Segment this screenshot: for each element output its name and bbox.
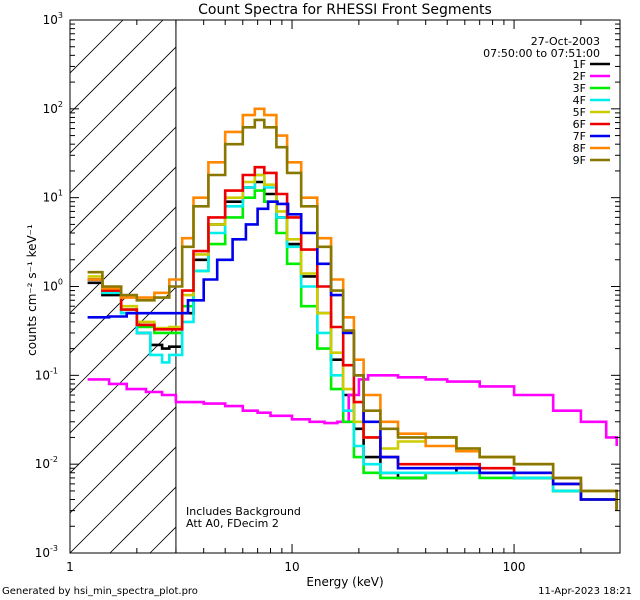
legend-label-9f: 9F bbox=[573, 154, 586, 167]
series-8f bbox=[87, 107, 618, 511]
legend-label-3f: 3F bbox=[573, 82, 586, 95]
series-1f bbox=[87, 180, 618, 511]
y-tick-base: 10 bbox=[43, 102, 58, 116]
hatch-line bbox=[350, 3, 640, 553]
hatch-line bbox=[70, 446, 176, 553]
hatch-line bbox=[70, 406, 176, 514]
y-tick-label-1e-1: 10-1 bbox=[35, 366, 58, 382]
y-tick-exponent: 2 bbox=[58, 100, 63, 109]
observation-date: 27-Oct-2003 bbox=[531, 35, 600, 48]
series-layer bbox=[87, 107, 618, 511]
x-tick-label-100: 100 bbox=[503, 560, 526, 574]
hatch-line bbox=[470, 3, 640, 553]
legend-label-2f: 2F bbox=[573, 70, 586, 83]
axis-ticks bbox=[69, 19, 621, 554]
series-9f bbox=[87, 118, 618, 511]
y-tick-base: 10 bbox=[43, 13, 58, 27]
hatch-line bbox=[70, 246, 176, 354]
hatch-line bbox=[70, 166, 176, 274]
series-2f bbox=[87, 374, 618, 446]
hatch-line bbox=[590, 3, 640, 553]
y-tick-label-1e1: 101 bbox=[43, 189, 63, 205]
y-tick-base: 10 bbox=[35, 546, 50, 560]
time-range: 07:50:00 to 07:51:00 bbox=[483, 47, 600, 60]
legend-label-4f: 4F bbox=[573, 94, 586, 107]
y-tick-label-1e0: 100 bbox=[43, 278, 63, 294]
y-tick-label-1e-2: 10-2 bbox=[35, 455, 58, 471]
hatch-line bbox=[149, 526, 176, 553]
y-tick-label-1e3: 103 bbox=[43, 11, 63, 27]
x-axis-label: Energy (keV) bbox=[306, 575, 383, 589]
y-tick-label-1e-3: 10-3 bbox=[35, 544, 58, 560]
footer-generated-by: Generated by hsi_min_spectra_plot.pro bbox=[2, 586, 198, 597]
series-5f bbox=[87, 173, 618, 511]
y-tick-exponent: 1 bbox=[58, 189, 63, 198]
hatch-line bbox=[550, 3, 640, 553]
hatch-line bbox=[310, 3, 640, 553]
legend-label-5f: 5F bbox=[573, 106, 586, 119]
legend-label-7f: 7F bbox=[573, 130, 586, 143]
hatch-line bbox=[70, 46, 176, 154]
series-7f bbox=[87, 200, 618, 511]
y-tick-exponent: 3 bbox=[58, 11, 63, 20]
hatch-line bbox=[70, 366, 176, 474]
footer-timestamp: 11-Apr-2023 18:21 bbox=[538, 586, 632, 597]
legend-label-6f: 6F bbox=[573, 118, 586, 131]
series-4f bbox=[87, 173, 618, 511]
annotation-background: Includes Background bbox=[186, 505, 301, 518]
y-tick-base: 10 bbox=[43, 191, 58, 205]
hatch-line bbox=[70, 286, 176, 394]
hatch-line bbox=[430, 3, 640, 553]
legend-label-1f: 1F bbox=[573, 58, 586, 71]
y-tick-exponent: -3 bbox=[50, 544, 58, 553]
y-tick-base: 10 bbox=[35, 368, 50, 382]
hatch-line bbox=[70, 206, 176, 314]
hatch-line bbox=[109, 486, 176, 553]
x-tick-label-10: 10 bbox=[284, 560, 299, 574]
legend-label-8f: 8F bbox=[573, 142, 586, 155]
hatch-line bbox=[70, 86, 176, 194]
hatch-line bbox=[630, 3, 640, 553]
y-axis-label: counts cm⁻² s⁻¹ keV⁻¹ bbox=[25, 224, 39, 356]
y-tick-base: 10 bbox=[43, 280, 58, 294]
y-tick-labels: 10-3 10-2 10-1 100 101 102 103 bbox=[35, 11, 63, 560]
y-tick-exponent: 0 bbox=[58, 278, 63, 287]
series-3f bbox=[87, 189, 618, 511]
series-6f bbox=[87, 165, 618, 511]
x-tick-label-1: 1 bbox=[66, 560, 74, 574]
hatch-line bbox=[70, 20, 164, 114]
annotation-attenuator: Att A0, FDecim 2 bbox=[186, 517, 279, 530]
y-tick-label-1e2: 102 bbox=[43, 100, 63, 116]
y-tick-exponent: -1 bbox=[50, 366, 58, 375]
y-tick-base: 10 bbox=[35, 457, 50, 471]
hatch-line bbox=[70, 326, 176, 434]
chart-title: Count Spectra for RHESSI Front Segments bbox=[198, 2, 492, 18]
y-tick-exponent: -2 bbox=[50, 455, 58, 464]
hatched-region bbox=[70, 3, 640, 553]
